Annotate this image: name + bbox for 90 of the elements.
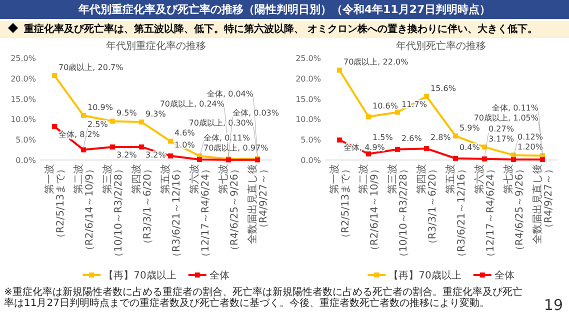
point: [139, 144, 144, 150]
point: [395, 110, 400, 115]
legend-label: 【再】70歳以上: [388, 270, 462, 282]
point: [395, 146, 400, 152]
x-tick-label: 第三波（10/10～R3/2/28）: [102, 164, 124, 262]
text: 年代別重症化率及び死亡率の推移（陽性判明日別）（令和4年11月27日判明時点）: [0, 0, 569, 19]
x-tick-label: 第七波（R4/6/25～9/26）: [502, 164, 526, 256]
data-label: 10.9%: [88, 103, 114, 112]
data-label: 5.9%: [460, 123, 480, 132]
chart-title: 年代別死亡率の推移: [396, 40, 486, 52]
y-tick-label: 25.0%: [296, 54, 322, 63]
y-tick-label: 5.0%: [300, 136, 322, 145]
y-tick-label: 10.0%: [10, 115, 36, 124]
point: [366, 114, 371, 120]
text: 19: [544, 296, 563, 314]
data-label: 2.6%: [402, 134, 422, 143]
point: [337, 138, 342, 143]
y-tick-label: 15.0%: [296, 94, 322, 104]
data-label: 全体, 0.03%: [232, 108, 280, 118]
point: [197, 157, 202, 162]
point: [482, 156, 487, 162]
point: [52, 124, 57, 130]
point: [81, 147, 86, 152]
data-label: 70歳以上, 20.7%: [58, 63, 124, 72]
x-tick-label: 第六波（12/17～R4/6/24）: [188, 164, 212, 262]
x-tick-label: 第一波（R2/5/13まで）: [328, 164, 352, 244]
x-tick-label: 全数届出見直し後（R4/9/27～）: [246, 164, 270, 244]
legend-label: 【再】70歳以上: [104, 270, 176, 282]
data-label: 2.5%: [88, 120, 108, 130]
data-label: 70歳以上, 1.05%: [474, 113, 539, 122]
x-tick-label: 第七波（R4/6/25～9/26）: [218, 164, 240, 256]
x-tick-label: 全数届出見直し後（R4/9/27～）: [532, 164, 554, 244]
y-tick-label: 15.0%: [10, 94, 36, 104]
point: [540, 157, 545, 162]
x-tick-label: 第三波（10/10～R3/2/28）: [386, 164, 410, 262]
point: [52, 73, 57, 78]
data-label: 全体, 0.11%: [204, 134, 250, 143]
y-tick-label: 20.0%: [10, 74, 36, 84]
data-label: 3.2%: [146, 150, 166, 160]
data-label: 4.6%: [174, 128, 196, 138]
y-tick-label: 0.0%: [300, 156, 322, 165]
data-label: 1.20%: [518, 142, 544, 152]
data-label: 3.2%: [116, 150, 138, 160]
data-label: 3.17%: [488, 134, 514, 144]
point: [168, 138, 173, 144]
data-label: 全体, 0.04%: [207, 90, 254, 99]
text: 重症化率及び死亡率は、第五波以降、低下。特に第六波以降、 オミクロン株への置き換わりに伴い、大きく低下。: [24, 24, 538, 35]
data-label: 0.4%: [460, 142, 480, 152]
point: [424, 146, 429, 152]
point: [366, 151, 371, 156]
y-tick-label: 20.0%: [296, 74, 322, 84]
legend-label: 全体: [494, 270, 514, 282]
x-tick-label: 第二波（R2/6/14～10/9）: [358, 164, 380, 256]
point: [168, 153, 173, 158]
point: [511, 157, 516, 162]
x-tick-label: 第六波（12/17～R4/6/24）: [474, 164, 496, 262]
data-label: 0.12%: [518, 132, 544, 142]
data-label: 2.8%: [430, 133, 452, 142]
point: [453, 133, 458, 138]
data-label: 9.5%: [116, 108, 138, 118]
x-tick-label: 第一波（R2/5/13まで）: [44, 164, 66, 244]
x-tick-label: 第二波（R2/6/14～10/9）: [72, 164, 96, 256]
chart-title: 年代別重症化率の推移: [106, 40, 206, 52]
data-label: 0.27%: [488, 124, 514, 134]
y-tick-label: 5.0%: [16, 136, 36, 145]
y-tick-label: 25.0%: [10, 54, 36, 63]
point: [337, 68, 342, 73]
point: [424, 94, 429, 99]
point: [139, 120, 144, 125]
point: [81, 113, 86, 118]
data-label: 70歳以上, 0.24%: [160, 100, 225, 109]
x-tick-label: 第五波（R3/6/21～12/16）: [444, 164, 468, 262]
x-tick-label: 第四波（R3/3/1～6/20）: [416, 164, 438, 250]
x-tick-label: 第五波（R3/6/21～12/16）: [160, 164, 182, 262]
data-label: 15.6%: [430, 84, 456, 93]
x-tick-label: 第四波（R3/3/1～6/20）: [130, 164, 154, 250]
data-label: 全体, 0.11%: [492, 103, 539, 112]
point: [110, 144, 115, 150]
point: [453, 156, 458, 161]
point: [110, 118, 115, 124]
y-tick-label: 10.0%: [296, 115, 322, 124]
data-label: 1.5%: [372, 132, 394, 142]
data-label: 70歳以上, 22.0%: [344, 58, 409, 67]
text: ※重症化率は新規陽性者数に占める重症者の割合、死亡率は新規陽性者数に占める死亡者の割合。重症化率及び死亡率は11月27日判明時点までの重症者数及び死亡者数に基づく。今後、重症者数死亡者数の推移により変動。: [4, 287, 524, 309]
data-label: 10.6%: [372, 101, 398, 110]
y-tick-label: 0.0%: [16, 156, 36, 165]
data-label: 9.3%: [146, 110, 166, 119]
data-label: 70歳以上, 0.30%: [188, 118, 254, 128]
data-label: 70歳以上, 0.97%: [204, 144, 269, 153]
legend-label: 全体: [209, 270, 230, 282]
